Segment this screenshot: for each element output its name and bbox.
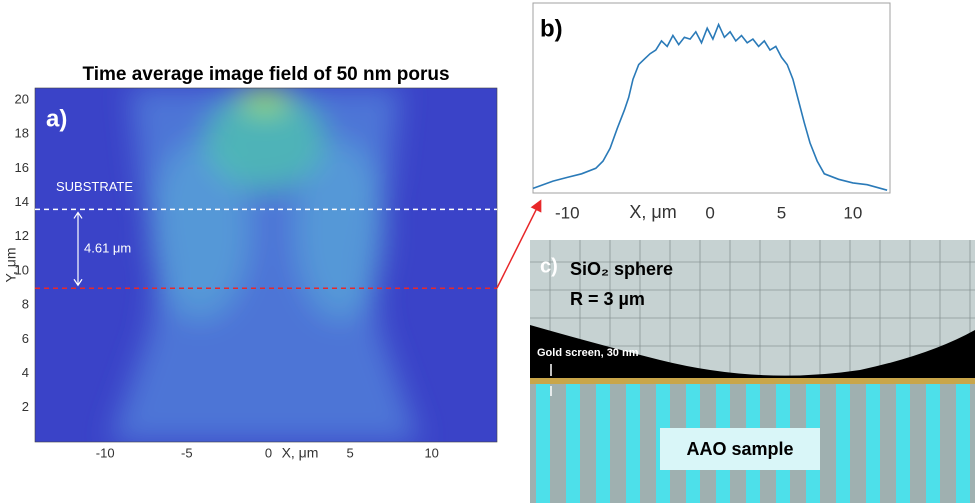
x-tick-label: 0 bbox=[705, 203, 714, 222]
y-axis-label: Y, μm bbox=[3, 247, 19, 282]
chart-title: Time average image field of 50 nm porus bbox=[82, 64, 449, 85]
y-tick-label: 10 bbox=[15, 262, 29, 277]
gap-arrow bbox=[73, 211, 83, 287]
substrate-label: SUBSTRATE bbox=[56, 179, 133, 194]
x-tick-label: -5 bbox=[181, 445, 193, 460]
y-tick-label: 14 bbox=[15, 194, 29, 209]
x-tick-label: 0 bbox=[265, 445, 272, 460]
x-axis-label: X, μm bbox=[629, 202, 676, 222]
y-tick-label: 18 bbox=[15, 126, 29, 141]
y-tick-label: 8 bbox=[22, 297, 29, 312]
profile-line bbox=[532, 22, 888, 191]
y-tick-label: 12 bbox=[15, 228, 29, 243]
diagram bbox=[530, 240, 975, 503]
y-tick-label: 16 bbox=[15, 160, 29, 175]
sphere-label: SiO₂ sphere bbox=[570, 259, 673, 279]
y-tick-label: 6 bbox=[22, 331, 29, 346]
panel-label: c) bbox=[540, 255, 558, 277]
sample-label: AAO sample bbox=[686, 439, 793, 459]
x-axis-label: X, μm bbox=[282, 445, 319, 461]
screen-label: Gold screen, 30 nm bbox=[537, 347, 639, 359]
panel-label: b) bbox=[540, 15, 563, 42]
y-tick-label: 4 bbox=[22, 365, 29, 380]
y-tick-label: 20 bbox=[15, 91, 29, 106]
x-tick-label: -10 bbox=[96, 445, 115, 460]
plot-frame bbox=[34, 87, 498, 443]
panel-label: a) bbox=[46, 105, 67, 132]
x-tick-label: 5 bbox=[346, 445, 353, 460]
link-arrow bbox=[496, 199, 542, 289]
x-tick-label: 10 bbox=[424, 445, 438, 460]
gap-label: 4.61 μm bbox=[84, 240, 131, 255]
x-tick-label: -10 bbox=[555, 203, 580, 222]
field-image bbox=[35, 88, 497, 442]
x-tick-label: 10 bbox=[843, 203, 862, 222]
y-tick-label: 2 bbox=[22, 399, 29, 414]
x-tick-label: 5 bbox=[777, 203, 786, 222]
plot-frame bbox=[532, 2, 891, 194]
radius-label: R = 3 µm bbox=[570, 289, 645, 309]
